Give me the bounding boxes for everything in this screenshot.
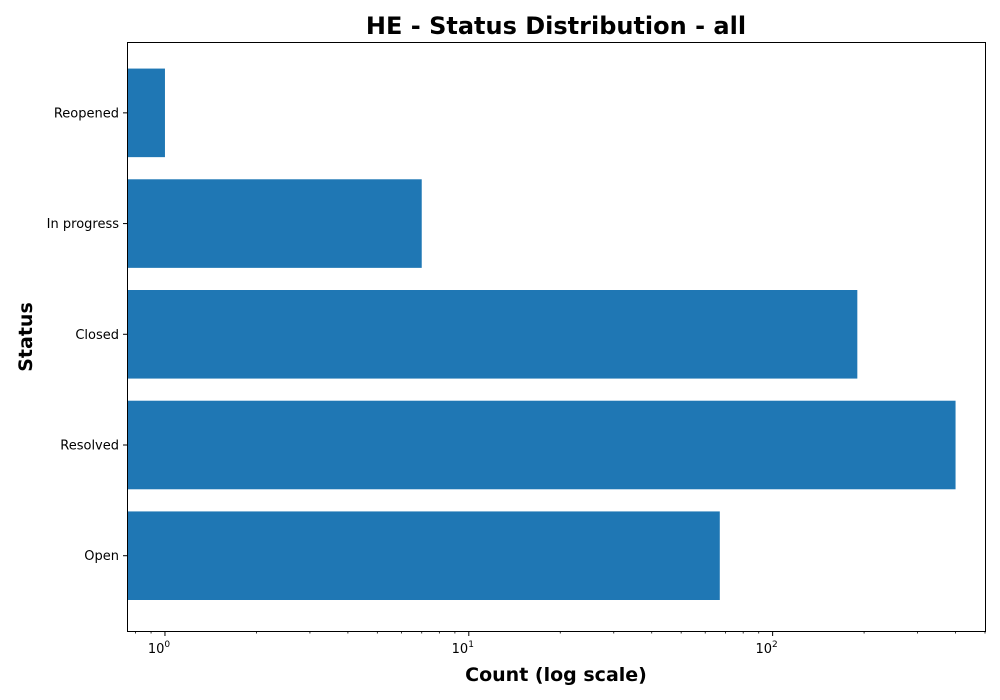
y-tick-label: In progress bbox=[47, 217, 120, 232]
x-tick-label: 101 bbox=[452, 640, 474, 657]
bar-reopened bbox=[127, 68, 165, 158]
bar-closed bbox=[127, 290, 858, 379]
y-axis-ticks: Reopened In progress Closed Resolved Open bbox=[47, 106, 127, 564]
x-tick-label: 100 bbox=[148, 640, 171, 657]
bars-group bbox=[127, 68, 956, 600]
chart-title: HE - Status Distribution - all bbox=[366, 12, 746, 40]
bar-in-progress bbox=[127, 179, 422, 268]
x-axis-label: Count (log scale) bbox=[465, 664, 647, 686]
y-axis-label: Status bbox=[15, 302, 37, 372]
x-tick-label: 102 bbox=[755, 640, 777, 657]
x-axis-ticks: 100 101 102 bbox=[135, 631, 986, 657]
y-tick-label: Resolved bbox=[60, 439, 119, 454]
y-tick-label: Closed bbox=[75, 328, 119, 343]
y-tick-label: Reopened bbox=[54, 106, 119, 121]
bar-open bbox=[127, 511, 720, 600]
bar-resolved bbox=[127, 400, 956, 490]
y-tick-label: Open bbox=[84, 549, 119, 564]
plot-frame bbox=[127, 42, 986, 632]
